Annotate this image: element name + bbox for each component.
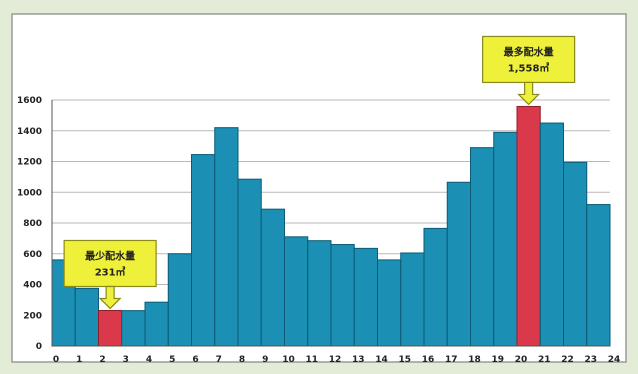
x-tick-label: 15 [398, 355, 411, 365]
x-tick-label: 23 [584, 355, 597, 365]
bar [446, 181, 471, 347]
y-tick-label: 200 [23, 311, 42, 321]
x-tick-label: 12 [329, 355, 342, 365]
callout-arrow [98, 285, 122, 310]
bar [214, 127, 239, 347]
bar [353, 247, 378, 347]
y-tick-label: 0 [36, 342, 42, 352]
x-tick-label: 24 [608, 355, 621, 365]
y-tick-label: 800 [23, 219, 42, 229]
x-tick-label: 14 [375, 355, 388, 365]
x-tick-label: 18 [468, 355, 481, 365]
bar-highlight [516, 105, 541, 347]
callout-value: 231㎥ [95, 265, 126, 278]
bar [284, 236, 309, 347]
bar [470, 147, 495, 347]
bar [563, 161, 588, 347]
bar [493, 131, 518, 347]
bar [539, 122, 564, 347]
bar [167, 253, 192, 347]
y-axis: 0 200 400 600 800 1000 1200 1400 1600 [17, 96, 610, 352]
y-tick-label: 600 [23, 250, 42, 260]
x-tick-label: 6 [192, 355, 198, 365]
bar [237, 178, 262, 347]
callout-title: 最多配水量 [504, 45, 554, 58]
x-tick-label: 4 [146, 355, 152, 365]
y-tick-label: 1600 [17, 96, 42, 106]
x-tick-label: 3 [123, 355, 129, 365]
bar [423, 227, 448, 347]
callout-box [482, 35, 576, 84]
callout: 最少配水量 231㎥ [63, 239, 157, 310]
x-tick-label: 0 [53, 355, 59, 365]
callout-title: 最少配水量 [85, 249, 135, 262]
y-tick-label: 400 [23, 281, 42, 291]
bars [51, 105, 611, 347]
bar [377, 259, 402, 347]
x-tick-label: 19 [491, 355, 504, 365]
x-tick-label: 8 [239, 355, 245, 365]
bar [74, 287, 99, 347]
bar [260, 208, 285, 347]
x-tick-label: 1 [76, 355, 82, 365]
bar [191, 154, 216, 347]
bar [400, 252, 425, 347]
x-tick-label: 13 [352, 355, 365, 365]
callout-arrow [517, 81, 541, 106]
bar [330, 244, 355, 347]
bar [307, 240, 332, 347]
bar [121, 310, 146, 347]
x-tick-label: 22 [561, 355, 574, 365]
x-tick-label: 17 [445, 355, 458, 365]
bar [144, 301, 169, 347]
x-tick-label: 10 [282, 355, 295, 365]
callout-box [63, 239, 157, 288]
callouts: 最少配水量 231㎥ 最多配水量 1,558㎥ [63, 35, 576, 310]
x-tick-label: 21 [538, 355, 551, 365]
x-tick-label: 16 [422, 355, 435, 365]
callout-value: 1,558㎥ [508, 61, 550, 74]
x-tick-label: 20 [515, 355, 528, 365]
x-tick-label: 9 [262, 355, 268, 365]
x-tick-label: 2 [99, 355, 105, 365]
bar-highlight [98, 309, 123, 347]
bar [586, 204, 611, 347]
y-tick-label: 1400 [17, 127, 42, 137]
x-tick-label: 5 [169, 355, 175, 365]
x-tick-label: 11 [305, 355, 318, 365]
y-tick-label: 1000 [17, 188, 42, 198]
y-tick-label: 1200 [17, 158, 42, 168]
callout: 最多配水量 1,558㎥ [482, 35, 576, 106]
x-axis: 0 1 2 3 4 5 6 7 8 9 10 11 12 13 14 15 16 17 18 19 20 21 22 23 24 [53, 355, 620, 365]
x-tick-label: 7 [216, 355, 222, 365]
